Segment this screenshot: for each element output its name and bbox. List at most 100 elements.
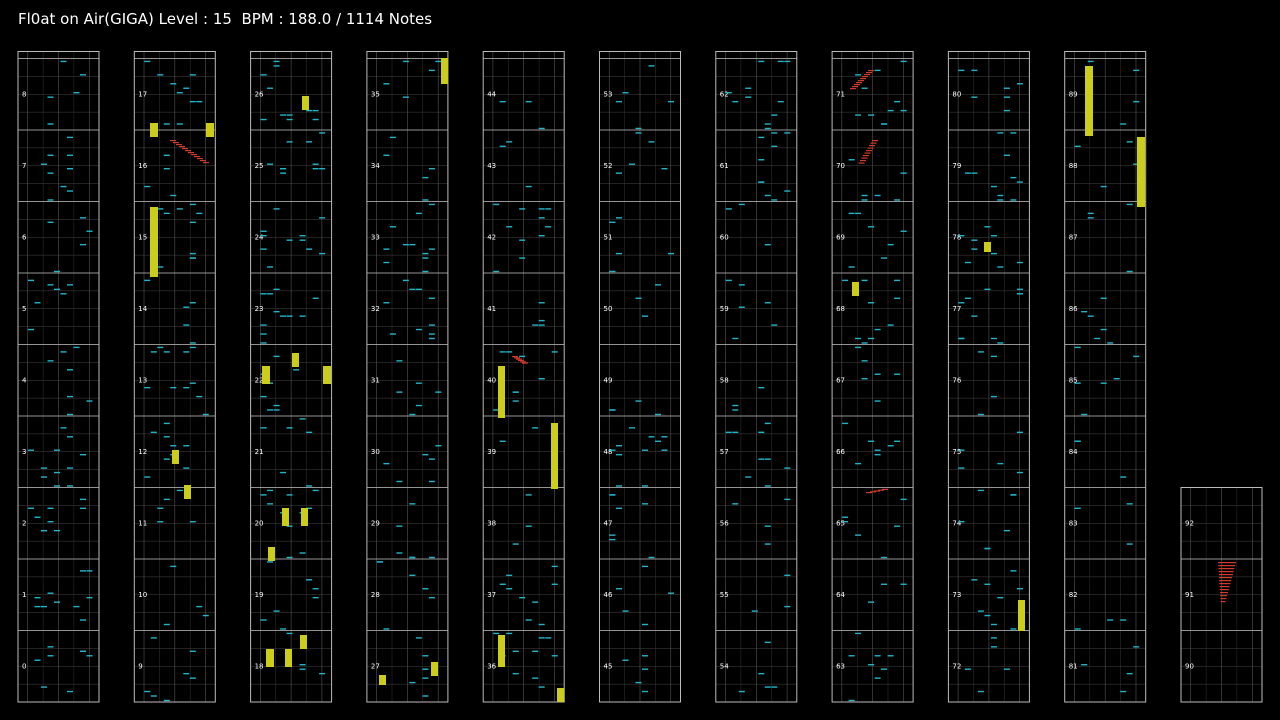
tap-note	[299, 668, 306, 670]
tap-note	[758, 458, 765, 460]
measure-number: 48	[604, 448, 613, 456]
tap-note	[512, 391, 519, 393]
tap-note	[751, 610, 758, 612]
tap-note	[144, 386, 151, 389]
measure-number: 18	[255, 662, 264, 670]
tap-note	[997, 132, 1004, 134]
tap-note	[1016, 181, 1023, 183]
tap-note	[376, 561, 383, 563]
tap-note	[396, 525, 403, 527]
tap-note	[306, 579, 313, 581]
tap-note	[144, 476, 151, 478]
slide-note	[173, 142, 179, 144]
measure-number: 77	[952, 305, 961, 313]
tap-note	[977, 351, 984, 353]
tap-note	[409, 556, 416, 559]
tap-note	[512, 672, 519, 675]
tap-note	[41, 605, 47, 608]
hold-note	[184, 485, 191, 499]
tap-note	[1081, 413, 1088, 416]
slide-note	[858, 162, 865, 164]
tap-note	[609, 534, 616, 536]
tap-note	[47, 284, 54, 286]
tap-note	[435, 445, 442, 447]
hold-note	[379, 675, 386, 685]
tap-note	[609, 449, 616, 451]
tap-note	[299, 315, 306, 317]
tap-note	[874, 194, 881, 197]
tap-note	[1003, 87, 1010, 89]
tap-note	[855, 346, 862, 349]
tap-note	[176, 489, 183, 492]
tap-note	[538, 208, 545, 210]
tap-note	[493, 409, 500, 411]
measure-number: 67	[836, 376, 845, 384]
tap-note	[273, 409, 280, 411]
tap-note	[319, 672, 326, 675]
tap-note	[1126, 270, 1133, 273]
tap-note	[415, 212, 422, 215]
tap-note	[874, 655, 881, 657]
tap-note	[855, 534, 862, 536]
tap-note	[80, 74, 86, 76]
tap-note	[80, 217, 86, 219]
tap-note	[971, 69, 978, 72]
slide-note	[864, 152, 871, 154]
tap-note	[176, 92, 183, 94]
tap-note	[990, 235, 997, 237]
tap-note	[34, 516, 41, 518]
tap-note	[312, 489, 319, 492]
tap-note	[280, 114, 287, 116]
tap-note	[648, 436, 655, 438]
tap-note	[383, 154, 390, 156]
tap-note	[415, 404, 422, 407]
tap-note	[428, 556, 435, 559]
measure-number: 53	[604, 90, 613, 98]
tap-note	[41, 476, 47, 478]
tap-note	[86, 400, 93, 402]
tap-note	[267, 489, 274, 492]
measure-number: 87	[1069, 233, 1078, 241]
tap-note	[47, 172, 54, 174]
tap-note	[1094, 337, 1101, 340]
hold-note	[1085, 66, 1093, 136]
tap-note	[80, 498, 86, 501]
column-frame	[947, 51, 1030, 703]
tap-note	[67, 690, 73, 693]
tap-note	[642, 623, 648, 626]
tap-note	[1003, 529, 1010, 532]
tap-note	[848, 159, 855, 161]
tap-note	[1016, 588, 1023, 590]
measure-number: 89	[1069, 90, 1078, 98]
tap-note	[771, 132, 778, 134]
tap-note	[538, 637, 545, 639]
slide-note	[200, 160, 206, 162]
tap-note	[28, 279, 34, 282]
slide-note	[860, 78, 866, 80]
tap-note	[170, 386, 177, 389]
tap-note	[409, 574, 416, 577]
tap-note	[41, 467, 47, 469]
hold-note	[431, 662, 438, 676]
tap-note	[1074, 628, 1081, 630]
tap-note	[997, 194, 1004, 197]
slide-note	[872, 140, 878, 142]
tap-note	[616, 172, 622, 174]
tap-note	[47, 123, 54, 125]
tap-note	[900, 109, 907, 112]
tap-note	[532, 427, 539, 429]
column-frame	[715, 51, 798, 703]
tap-note	[609, 221, 616, 224]
tap-note	[881, 668, 888, 670]
tap-note	[499, 351, 506, 353]
tap-note	[842, 516, 849, 518]
tap-note	[86, 655, 93, 657]
slide-note	[878, 489, 884, 491]
tap-note	[764, 485, 771, 487]
tap-note	[861, 360, 868, 362]
tap-note	[868, 601, 875, 603]
tap-note	[648, 556, 655, 559]
tap-note	[1087, 212, 1094, 215]
tap-note	[764, 641, 771, 644]
tap-note	[545, 226, 552, 228]
